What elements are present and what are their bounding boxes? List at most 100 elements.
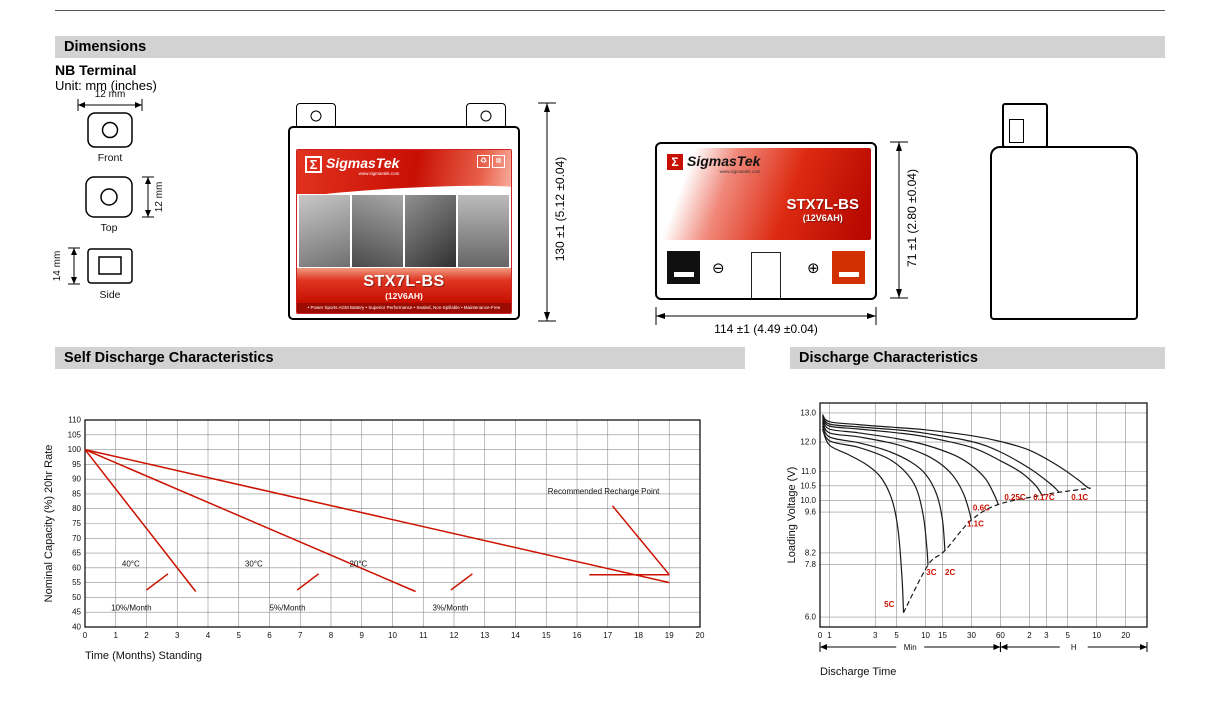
svg-text:0.1C: 0.1C bbox=[1071, 493, 1088, 502]
svg-text:6: 6 bbox=[267, 631, 272, 640]
svg-text:12: 12 bbox=[450, 631, 459, 640]
svg-text:95: 95 bbox=[72, 460, 81, 469]
model-number: STX7L-BS (12V6AH) bbox=[786, 196, 859, 223]
photo-placeholder bbox=[352, 195, 403, 267]
section-title-self-discharge: Self Discharge Characteristics bbox=[64, 350, 274, 366]
side-height-arrow bbox=[68, 247, 80, 285]
svg-text:80: 80 bbox=[72, 504, 81, 513]
section-header-self-discharge: Self Discharge Characteristics bbox=[55, 347, 745, 369]
photo-placeholder bbox=[405, 195, 456, 267]
svg-text:75: 75 bbox=[72, 519, 81, 528]
terminal-info: NB Terminal Unit: mm (inches) bbox=[55, 62, 157, 93]
svg-text:0: 0 bbox=[83, 631, 88, 640]
photo-placeholder bbox=[299, 195, 350, 267]
svg-text:2C: 2C bbox=[945, 568, 955, 577]
terminal-bolt-icon bbox=[310, 110, 322, 122]
top-terminal-height-dim: 12 mm bbox=[154, 182, 165, 213]
no-disposal-icon: ⊗ bbox=[492, 155, 505, 168]
top-terminal-label: Top bbox=[101, 222, 118, 234]
svg-text:50: 50 bbox=[72, 593, 81, 602]
depth-dimension-arrow bbox=[890, 141, 908, 299]
svg-text:3: 3 bbox=[175, 631, 180, 640]
side-terminal-label: Side bbox=[99, 289, 120, 301]
svg-text:10: 10 bbox=[921, 631, 930, 640]
width-dimension-arrow bbox=[655, 307, 877, 325]
svg-text:4: 4 bbox=[206, 631, 211, 640]
svg-text:5: 5 bbox=[237, 631, 242, 640]
svg-text:7.8: 7.8 bbox=[805, 560, 817, 569]
svg-text:11.0: 11.0 bbox=[801, 467, 817, 476]
width-dimension-label: 114 ±1 (4.49 ±0.04) bbox=[714, 322, 818, 336]
svg-text:17: 17 bbox=[603, 631, 612, 640]
terminal-bar bbox=[838, 272, 859, 277]
section-title-discharge: Discharge Characteristics bbox=[799, 350, 978, 366]
plus-symbol: ⊕ bbox=[807, 259, 820, 277]
side-terminal-cap bbox=[1002, 103, 1048, 148]
front-width-arrow bbox=[77, 99, 143, 111]
svg-text:18: 18 bbox=[634, 631, 643, 640]
battery-front-view: Σ SigmasTek www.sigmastek.com ♻ ⊗ S bbox=[288, 103, 520, 320]
top-terminal-shape bbox=[85, 176, 133, 218]
side-terminal-height-dim: 14 mm bbox=[52, 251, 63, 282]
negative-terminal bbox=[667, 251, 700, 284]
svg-text:60: 60 bbox=[72, 563, 81, 572]
svg-text:55: 55 bbox=[72, 578, 81, 587]
svg-text:2: 2 bbox=[1027, 631, 1032, 640]
center-vent-outline bbox=[751, 252, 781, 298]
battery-terminal-right bbox=[466, 103, 506, 129]
svg-text:60: 60 bbox=[996, 631, 1005, 640]
svg-text:5C: 5C bbox=[884, 600, 894, 609]
battery-front-label: Σ SigmasTek www.sigmastek.com ♻ ⊗ S bbox=[296, 149, 512, 314]
front-terminal-shape bbox=[87, 112, 133, 148]
svg-text:0.17C: 0.17C bbox=[1033, 493, 1055, 502]
svg-text:8: 8 bbox=[329, 631, 334, 640]
unit-note: Unit: mm (inches) bbox=[55, 78, 157, 93]
svg-text:3%/Month: 3%/Month bbox=[432, 604, 468, 613]
discharge-chart: 1 3 5 10 15 30 60 2 3 5 10 20 06.0 7.8 8.2 9.6 10.0 10.5 1… bbox=[786, 402, 1148, 678]
svg-text:30: 30 bbox=[967, 631, 976, 640]
svg-text:15: 15 bbox=[938, 631, 947, 640]
svg-text:1: 1 bbox=[827, 631, 832, 640]
svg-text:11: 11 bbox=[419, 631, 428, 640]
side-terminal-notch bbox=[1009, 119, 1024, 143]
svg-text:Time (Months) Standing: Time (Months) Standing bbox=[85, 650, 202, 662]
svg-text:65: 65 bbox=[72, 549, 81, 558]
terminal-type-heading: NB Terminal bbox=[55, 62, 137, 78]
label-tagline: • Power Sports AGM Battery • Superior Pe… bbox=[297, 303, 511, 313]
svg-text:0: 0 bbox=[818, 631, 823, 640]
sigma-logo-icon: Σ bbox=[305, 156, 322, 173]
svg-text:90: 90 bbox=[72, 475, 81, 484]
svg-text:7: 7 bbox=[298, 631, 303, 640]
battery-front-body: Σ SigmasTek www.sigmastek.com ♻ ⊗ S bbox=[288, 126, 520, 320]
svg-text:16: 16 bbox=[573, 631, 582, 640]
svg-text:20: 20 bbox=[696, 631, 705, 640]
svg-text:14: 14 bbox=[511, 631, 520, 640]
svg-text:0.25C: 0.25C bbox=[1004, 493, 1026, 502]
capacity-rating: (12V6AH) bbox=[385, 291, 423, 301]
front-terminal-label: Front bbox=[98, 152, 123, 164]
svg-text:5%/Month: 5%/Month bbox=[270, 604, 306, 613]
section-title-dimensions: Dimensions bbox=[64, 39, 147, 55]
brand-logo: Σ SigmasTek www.sigmastek.com bbox=[305, 156, 399, 176]
photo-placeholder bbox=[458, 195, 509, 267]
sigma-logo-icon: Σ bbox=[667, 154, 683, 170]
svg-text:2: 2 bbox=[144, 631, 149, 640]
svg-text:6.0: 6.0 bbox=[805, 613, 817, 622]
model-number: STX7L-BS bbox=[363, 273, 445, 290]
depth-dimension-label: 71 ±1 (2.80 ±0.04) bbox=[905, 169, 919, 267]
svg-text:Nominal Capacity (%) 20hr Rate: Nominal Capacity (%) 20hr Rate bbox=[43, 445, 55, 603]
label-photo-collage bbox=[297, 194, 511, 268]
svg-text:Min: Min bbox=[904, 643, 917, 652]
svg-text:13.0: 13.0 bbox=[800, 408, 816, 417]
svg-text:9.6: 9.6 bbox=[805, 508, 817, 517]
svg-text:20°C: 20°C bbox=[349, 559, 367, 568]
height-dimension-label: 130 ±1 (5.12 ±0.04) bbox=[553, 156, 567, 262]
svg-text:100: 100 bbox=[68, 445, 82, 454]
label-model-area: STX7L-BS (12V6AH) bbox=[297, 268, 511, 303]
svg-text:Loading Voltage (V): Loading Voltage (V) bbox=[786, 467, 798, 564]
svg-text:3C: 3C bbox=[926, 568, 936, 577]
svg-text:Discharge Time: Discharge Time bbox=[820, 666, 896, 678]
svg-text:8.2: 8.2 bbox=[805, 548, 817, 557]
model-number-text: STX7L-BS bbox=[786, 196, 859, 213]
svg-text:19: 19 bbox=[665, 631, 674, 640]
